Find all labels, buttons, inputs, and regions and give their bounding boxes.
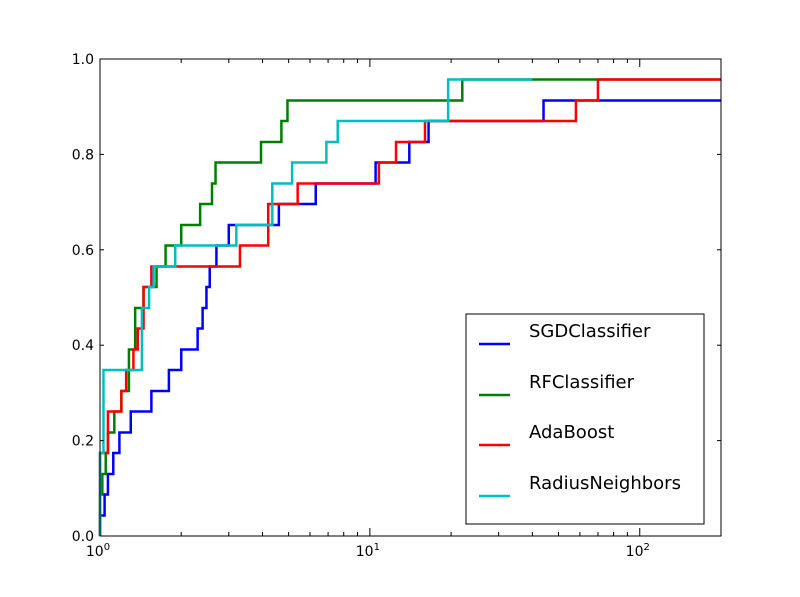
tick-layer: 0.0 0.2 0.4 0.6 0.8 1.0 100 101 102 — [72, 52, 722, 560]
y-tick-label: 0.2 — [72, 434, 94, 450]
plot-frame — [99, 58, 722, 537]
legend-frame — [465, 313, 705, 525]
y-tick-label: 0.6 — [72, 243, 94, 259]
x-tick-label: 101 — [356, 542, 380, 560]
series-line-radiusneighbors — [98, 78, 533, 536]
legend-label-adaboost: AdaBoost — [529, 422, 614, 443]
series-layer — [98, 78, 721, 536]
series-line-sgdclassifier — [98, 99, 721, 536]
legend-label-rfclassifier: RFClassifier — [529, 372, 635, 393]
legend-label-radiusneighbors: RadiusNeighbors — [529, 473, 681, 494]
legend-label-sgdclassifier: SGDClassifier — [529, 321, 651, 342]
legend: SGDClassifier RFClassifier AdaBoost RadiusN… — [465, 313, 705, 525]
y-tick-label: 0.8 — [72, 147, 94, 163]
series-line-adaboost — [98, 78, 721, 536]
x-tick-label: 100 — [86, 542, 110, 560]
y-tick-label: 0.4 — [72, 338, 94, 354]
y-tick-label: 0.0 — [72, 529, 94, 545]
x-tick-label: 102 — [626, 542, 650, 560]
y-tick-label: 1.0 — [72, 52, 94, 68]
